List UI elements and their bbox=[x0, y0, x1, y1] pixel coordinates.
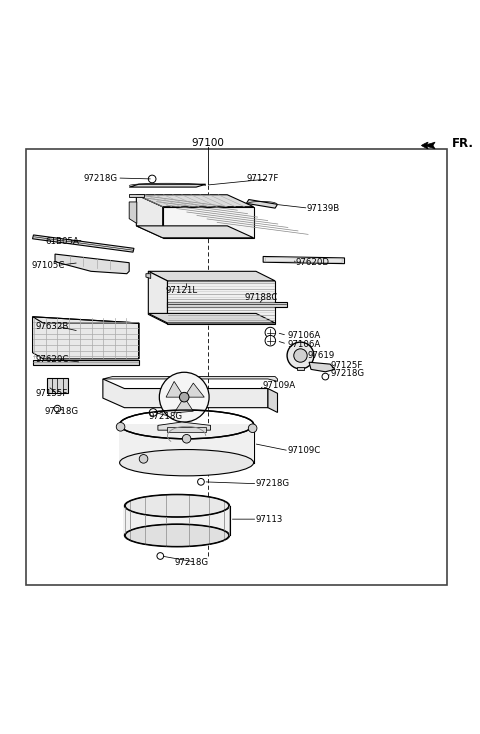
Polygon shape bbox=[174, 397, 193, 413]
Polygon shape bbox=[33, 235, 134, 252]
Text: 97100: 97100 bbox=[192, 138, 225, 148]
Polygon shape bbox=[120, 424, 253, 462]
Text: 97218G: 97218G bbox=[44, 407, 78, 415]
Circle shape bbox=[182, 435, 191, 443]
Polygon shape bbox=[136, 195, 163, 238]
Bar bbox=[47, 377, 68, 393]
Polygon shape bbox=[184, 383, 204, 397]
Polygon shape bbox=[33, 360, 139, 365]
Text: 97218G: 97218G bbox=[175, 558, 209, 567]
Circle shape bbox=[139, 454, 148, 463]
Polygon shape bbox=[129, 194, 144, 197]
Text: 97218G: 97218G bbox=[84, 173, 118, 183]
Circle shape bbox=[116, 423, 125, 431]
Text: 97620C: 97620C bbox=[36, 355, 69, 364]
Circle shape bbox=[265, 335, 276, 346]
Text: 97155F: 97155F bbox=[36, 389, 68, 399]
Polygon shape bbox=[103, 379, 268, 407]
Polygon shape bbox=[136, 226, 253, 238]
Polygon shape bbox=[158, 422, 211, 430]
Polygon shape bbox=[309, 362, 335, 372]
Text: 97218G: 97218G bbox=[330, 368, 364, 378]
Polygon shape bbox=[33, 317, 139, 359]
Polygon shape bbox=[55, 254, 129, 274]
Circle shape bbox=[157, 553, 164, 559]
Polygon shape bbox=[168, 302, 287, 307]
Bar bbox=[26, 149, 447, 585]
Polygon shape bbox=[168, 426, 206, 432]
Text: 97127F: 97127F bbox=[246, 175, 279, 184]
Ellipse shape bbox=[120, 449, 253, 476]
Text: 97139B: 97139B bbox=[306, 203, 339, 213]
Text: 97105C: 97105C bbox=[31, 261, 64, 270]
Circle shape bbox=[265, 327, 276, 338]
Polygon shape bbox=[297, 367, 304, 370]
Circle shape bbox=[180, 393, 189, 402]
Text: 97106A: 97106A bbox=[287, 340, 320, 349]
Text: 97218G: 97218G bbox=[148, 412, 182, 421]
Polygon shape bbox=[148, 313, 275, 323]
Polygon shape bbox=[129, 184, 206, 187]
Text: FR.: FR. bbox=[452, 137, 474, 150]
Circle shape bbox=[149, 409, 157, 416]
Polygon shape bbox=[124, 506, 229, 535]
Polygon shape bbox=[148, 272, 275, 281]
Text: 97632B: 97632B bbox=[36, 321, 69, 331]
Text: 97125F: 97125F bbox=[330, 360, 362, 370]
Circle shape bbox=[54, 405, 61, 412]
Text: 97620D: 97620D bbox=[296, 258, 330, 267]
Polygon shape bbox=[136, 195, 253, 207]
Text: 97218G: 97218G bbox=[256, 479, 290, 488]
Text: 97113: 97113 bbox=[256, 515, 283, 523]
Text: 97109C: 97109C bbox=[287, 446, 320, 455]
Polygon shape bbox=[246, 200, 277, 208]
Circle shape bbox=[322, 373, 329, 380]
Text: 61B05A: 61B05A bbox=[46, 236, 79, 246]
Text: 97619: 97619 bbox=[308, 351, 335, 360]
Polygon shape bbox=[103, 377, 277, 382]
Polygon shape bbox=[146, 274, 151, 278]
Circle shape bbox=[148, 175, 156, 183]
Text: 97109A: 97109A bbox=[262, 381, 295, 390]
Circle shape bbox=[248, 424, 257, 432]
Text: 97106A: 97106A bbox=[287, 331, 320, 340]
Polygon shape bbox=[166, 382, 184, 397]
Polygon shape bbox=[168, 281, 275, 324]
Polygon shape bbox=[268, 388, 277, 413]
Polygon shape bbox=[163, 207, 253, 238]
Polygon shape bbox=[263, 256, 345, 264]
Ellipse shape bbox=[124, 494, 229, 517]
Polygon shape bbox=[129, 202, 137, 223]
Text: 97188C: 97188C bbox=[244, 293, 277, 302]
Circle shape bbox=[287, 342, 314, 369]
Ellipse shape bbox=[124, 524, 229, 547]
Text: 97121L: 97121L bbox=[165, 286, 197, 295]
Circle shape bbox=[198, 479, 204, 485]
Polygon shape bbox=[148, 272, 168, 324]
Circle shape bbox=[159, 372, 209, 422]
Circle shape bbox=[294, 349, 307, 362]
